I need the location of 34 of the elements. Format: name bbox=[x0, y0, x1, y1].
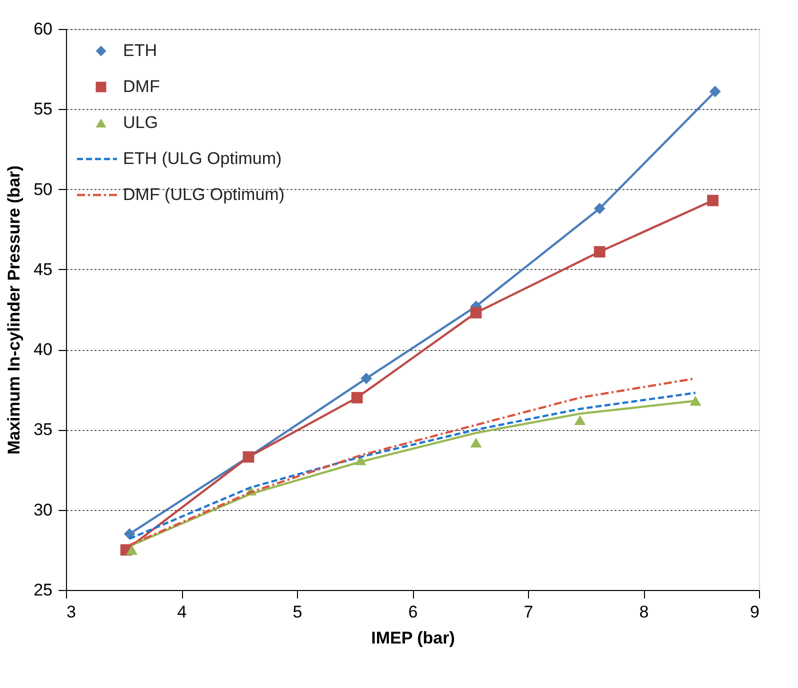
legend-label: DMF (ULG Optimum) bbox=[123, 185, 284, 204]
point bbox=[351, 392, 363, 404]
point bbox=[594, 202, 606, 214]
point bbox=[707, 194, 718, 206]
y-tick-label: 60 bbox=[34, 20, 52, 38]
x-tick-label: 3 bbox=[66, 602, 76, 622]
y-tick-label: 30 bbox=[34, 500, 52, 520]
x-tick-label: 4 bbox=[177, 602, 187, 622]
point bbox=[470, 307, 482, 318]
point bbox=[126, 544, 138, 555]
legend-label: ETH (ULG Optimum) bbox=[123, 149, 282, 168]
point bbox=[470, 438, 482, 448]
point bbox=[709, 86, 721, 98]
x-tick-label: 5 bbox=[292, 602, 302, 622]
y-tick-label: 50 bbox=[34, 180, 52, 199]
point bbox=[124, 528, 136, 540]
x-axis-title: IMEP (bar) bbox=[371, 628, 455, 648]
y-tick-label: 55 bbox=[34, 100, 52, 119]
legend-label: DMF bbox=[123, 77, 160, 96]
x-tick-label: 9 bbox=[750, 602, 760, 622]
legend-label: ETH bbox=[123, 41, 157, 60]
point bbox=[574, 415, 586, 426]
x-tick-label: 6 bbox=[408, 602, 418, 622]
point bbox=[360, 372, 372, 384]
x-tick-label: 8 bbox=[639, 602, 649, 622]
legend-label: ULG bbox=[123, 113, 158, 132]
y-tick-label: 45 bbox=[34, 260, 52, 279]
y-tick-label: 40 bbox=[34, 340, 52, 360]
point bbox=[690, 396, 702, 406]
y-tick-label: 35 bbox=[34, 420, 52, 440]
x-tick-label: 7 bbox=[524, 602, 534, 622]
point bbox=[594, 246, 606, 258]
y-tick-label: 25 bbox=[34, 580, 52, 600]
y-axis-title: Maximum In-cylinder Pressure (bar) bbox=[4, 165, 24, 455]
